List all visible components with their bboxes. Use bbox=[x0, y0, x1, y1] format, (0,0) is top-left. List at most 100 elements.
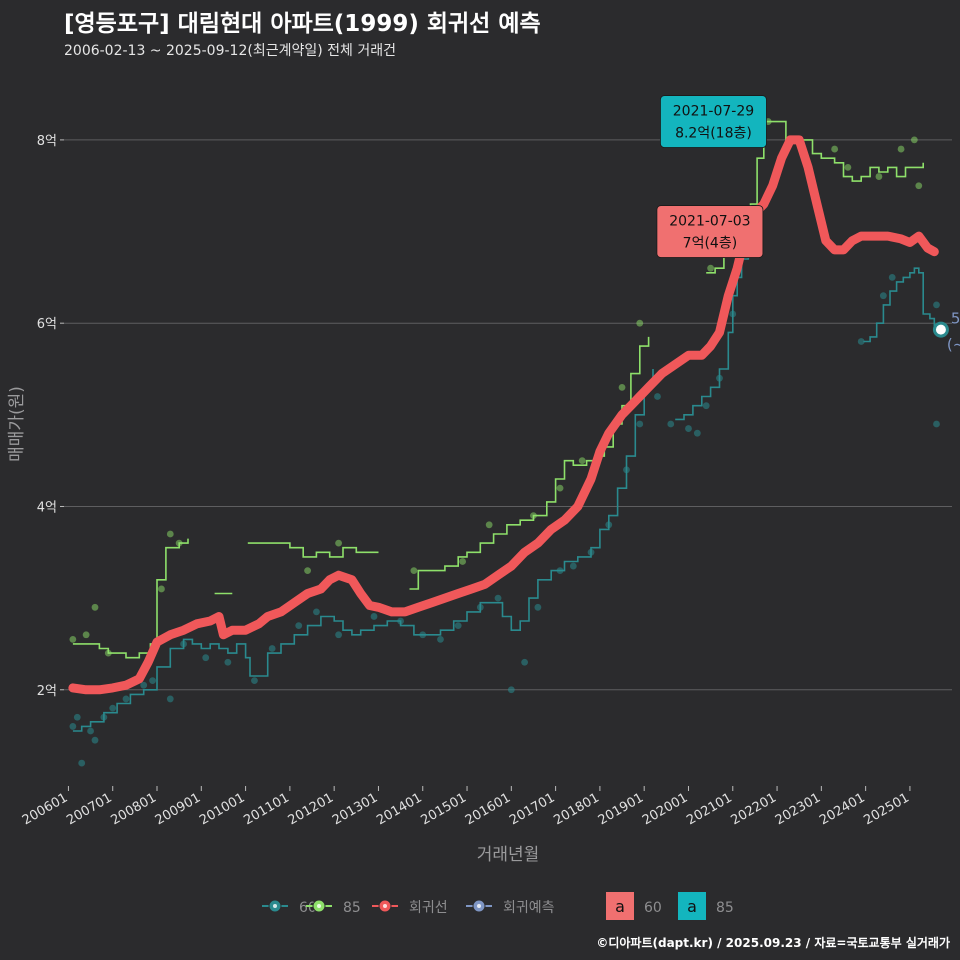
scatter-point-60 bbox=[933, 301, 940, 309]
x-tick-label: 201801 bbox=[551, 790, 601, 828]
series-85-line bbox=[247, 542, 379, 558]
scatter-point-60 bbox=[454, 622, 462, 630]
scatter-layer bbox=[69, 118, 940, 767]
scatter-point-85 bbox=[69, 635, 77, 643]
scatter-point-85 bbox=[831, 145, 839, 153]
y-tick-label: 2억 bbox=[37, 684, 57, 699]
legend-label-item-0: a 60 bbox=[606, 892, 662, 920]
callout-date: 2021-07-03 bbox=[669, 214, 750, 230]
legend-label-swatch bbox=[678, 892, 706, 920]
lines-layer bbox=[68, 120, 939, 732]
scatter-point-85 bbox=[410, 567, 418, 575]
overlay-layer: 59,333 (~60㎡) 2021-07-29 8.2억(18층) 2021-07-0… bbox=[656, 95, 960, 354]
legend-label: 회귀선 bbox=[409, 900, 448, 916]
scatter-point-60 bbox=[569, 562, 577, 570]
scatter-point-85 bbox=[875, 173, 883, 180]
y-tick-label: 4억 bbox=[37, 500, 57, 515]
footer-credit: ©디아파트(dapt.kr) / 2025.09.23 / 자료=국토교통부 실… bbox=[596, 936, 950, 950]
legend-item-2: 회귀선 bbox=[372, 899, 448, 916]
chart-subtitle: 2006-02-13 ~ 2025-09-12(최근계약일) 전체 거래건 bbox=[64, 43, 396, 59]
scatter-point-60 bbox=[507, 686, 515, 694]
scatter-point-60 bbox=[140, 681, 148, 689]
x-tick-label: 200801 bbox=[109, 790, 159, 828]
forecast-value-label: 59,333 bbox=[951, 310, 960, 328]
scatter-point-60 bbox=[87, 727, 94, 735]
chart-title: [영등포구] 대림현대 아파트(1999) 회귀선 예측 bbox=[64, 11, 541, 37]
scatter-point-85 bbox=[82, 631, 90, 639]
scatter-point-60 bbox=[685, 425, 692, 432]
legend-key-center bbox=[477, 904, 481, 908]
legend-key-center bbox=[383, 904, 387, 908]
callout-date: 2021-07-29 bbox=[673, 104, 754, 120]
scatter-point-60 bbox=[69, 723, 77, 730]
x-tick-label: 201401 bbox=[374, 790, 424, 828]
forecast-unit-label: (~60㎡) bbox=[947, 336, 960, 354]
legend-key-center bbox=[317, 904, 321, 908]
legend-item-3: 회귀예측 bbox=[466, 899, 555, 916]
y-axis-title: 매매가(원) bbox=[7, 386, 27, 462]
callout-box bbox=[656, 205, 764, 258]
scatter-point-60 bbox=[73, 713, 81, 721]
scatter-point-60 bbox=[78, 759, 86, 767]
scatter-point-85 bbox=[158, 585, 165, 593]
legend-label-item-1: a 85 bbox=[678, 892, 734, 920]
scatter-point-85 bbox=[335, 539, 342, 547]
scatter-point-60 bbox=[224, 658, 232, 666]
scatter-point-60 bbox=[91, 736, 99, 744]
legend: 60 85 회귀선 회귀예측 a 60 a 85 bbox=[262, 892, 734, 920]
scatter-point-85 bbox=[897, 145, 905, 153]
scatter-point-85 bbox=[915, 182, 923, 190]
callout-price: 8.2억(18층) bbox=[675, 126, 752, 142]
forecast-point bbox=[932, 321, 949, 338]
callout-red: 2021-07-03 7억(4층) bbox=[656, 205, 764, 258]
scatter-point-85 bbox=[556, 484, 564, 492]
x-tick-label: 201001 bbox=[197, 790, 247, 828]
scatter-point-85 bbox=[707, 264, 715, 272]
scatter-point-60 bbox=[251, 677, 258, 685]
y-tick-label: 8억 bbox=[37, 134, 57, 149]
scatter-point-60 bbox=[149, 677, 156, 685]
scatter-point-60 bbox=[202, 654, 210, 662]
scatter-point-85 bbox=[636, 319, 644, 327]
x-tick-label: 200701 bbox=[64, 790, 114, 828]
legend-label: 60 bbox=[644, 900, 662, 916]
scatter-point-85 bbox=[166, 530, 174, 538]
scatter-point-60 bbox=[636, 420, 644, 428]
callout-box bbox=[660, 95, 767, 148]
x-tick-label: 202301 bbox=[773, 790, 823, 828]
scatter-point-60 bbox=[122, 695, 130, 703]
scatter-point-85 bbox=[578, 457, 586, 465]
scatter-point-60 bbox=[313, 608, 320, 616]
scatter-point-85 bbox=[910, 136, 918, 144]
legend-label: 85 bbox=[343, 900, 361, 916]
scatter-point-60 bbox=[268, 645, 276, 652]
series-85-line bbox=[72, 538, 189, 659]
legend-key-center bbox=[273, 904, 277, 908]
legend-label-glyph: a bbox=[687, 897, 697, 916]
scatter-point-60 bbox=[521, 658, 529, 666]
scatter-point-60 bbox=[295, 622, 303, 630]
x-tick-label: 202001 bbox=[640, 790, 690, 828]
scatter-point-60 bbox=[667, 420, 675, 428]
x-tick-label: 201301 bbox=[330, 790, 380, 828]
scatter-point-60 bbox=[693, 429, 701, 437]
scatter-point-85 bbox=[459, 558, 467, 565]
x-tick-label: 201101 bbox=[241, 790, 291, 828]
scatter-point-60 bbox=[370, 613, 378, 620]
scatter-point-60 bbox=[494, 594, 502, 602]
legend-label-glyph: a bbox=[615, 897, 625, 916]
callout-teal: 2021-07-29 8.2억(18층) bbox=[660, 95, 767, 148]
y-tick-label: 6억 bbox=[37, 317, 57, 332]
scatter-point-60 bbox=[654, 393, 661, 400]
x-tick-label: 202401 bbox=[817, 790, 867, 828]
legend-item-1: 85 bbox=[306, 899, 361, 916]
x-tick-label: 201201 bbox=[286, 790, 336, 828]
legend-label-swatch bbox=[606, 892, 634, 920]
scatter-point-60 bbox=[702, 402, 710, 410]
axes-layer: 2억4억6억8억20060120070120080120090120100120… bbox=[7, 134, 912, 865]
x-tick-label: 201501 bbox=[419, 790, 469, 828]
scatter-point-85 bbox=[618, 383, 626, 391]
scatter-point-60 bbox=[335, 631, 342, 639]
scatter-point-60 bbox=[879, 292, 887, 300]
